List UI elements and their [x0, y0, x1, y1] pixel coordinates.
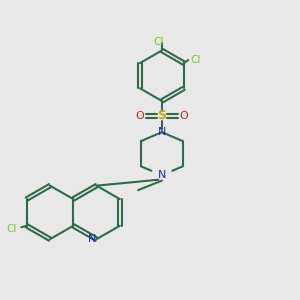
Text: Cl: Cl	[154, 37, 164, 46]
Text: Cl: Cl	[7, 224, 17, 234]
Text: N: N	[88, 234, 96, 244]
Text: N: N	[158, 170, 166, 180]
Text: N: N	[158, 127, 166, 137]
Text: Cl: Cl	[190, 55, 201, 65]
Text: S: S	[158, 109, 166, 122]
Text: O: O	[180, 111, 189, 121]
Text: O: O	[135, 111, 144, 121]
